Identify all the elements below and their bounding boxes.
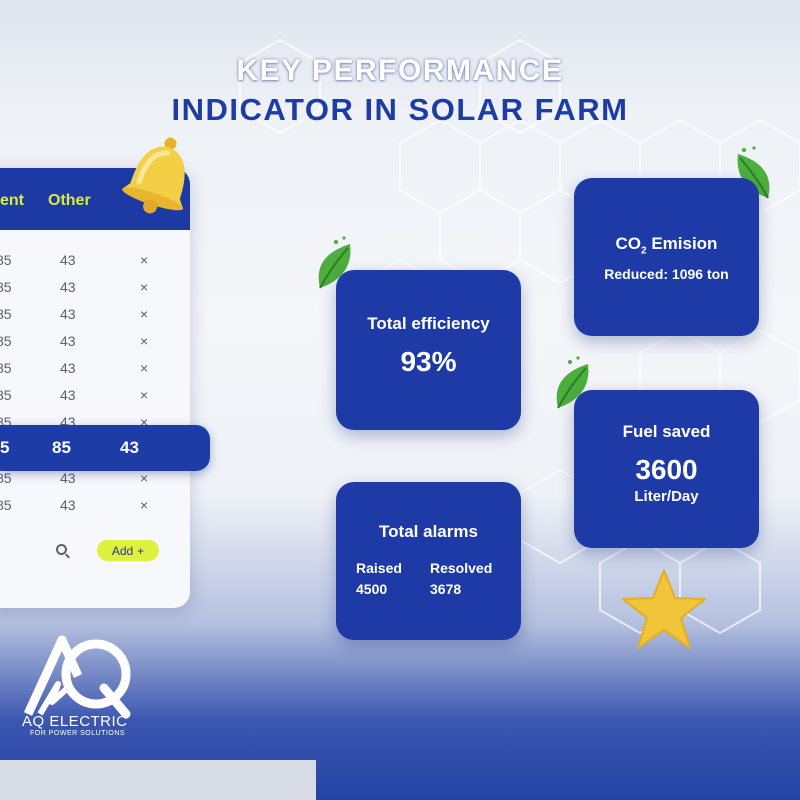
- add-button-label: Add: [111, 543, 134, 558]
- alarms-raised: Raised 4500: [356, 558, 402, 600]
- table-cell: 43: [60, 306, 76, 322]
- delete-icon[interactable]: ×: [140, 414, 149, 430]
- delete-icon[interactable]: ×: [140, 497, 149, 513]
- table-cell: 85: [0, 387, 12, 403]
- raised-value: 4500: [356, 581, 388, 597]
- co2-reduced-value: Reduced: 1096 ton: [604, 266, 729, 283]
- table-cell: 43: [60, 470, 76, 486]
- add-button[interactable]: Add +: [97, 540, 159, 561]
- fuel-saved-unit: Liter/Day: [634, 488, 699, 505]
- table-cell: 43: [60, 279, 76, 295]
- delete-icon[interactable]: ×: [140, 252, 149, 268]
- data-table-panel: ent Other 85 43 × 85 43 × 85 43 × 85 43 …: [0, 168, 190, 608]
- delete-icon[interactable]: ×: [140, 306, 149, 322]
- table-cell: 43: [60, 497, 76, 513]
- co2-title-prefix: CO: [615, 234, 642, 253]
- raised-label: Raised: [356, 560, 402, 576]
- table-row: 85 43 ×: [0, 329, 190, 355]
- column-header: Other: [48, 192, 91, 209]
- delete-icon[interactable]: ×: [140, 360, 149, 376]
- table-row: 85 43 ×: [0, 356, 190, 382]
- title-line-2: INDICATOR IN SOLAR FARM: [171, 92, 629, 127]
- bell-icon: [122, 137, 185, 214]
- aq-electric-logo: [23, 635, 131, 719]
- delete-icon[interactable]: ×: [140, 333, 149, 349]
- efficiency-value: 93%: [400, 346, 457, 377]
- card-title: Total alarms: [379, 522, 478, 541]
- card-title: Fuel saved: [622, 422, 711, 441]
- table-cell: 85: [0, 360, 12, 376]
- table-cell: 85: [0, 279, 12, 295]
- table-cell: 43: [60, 333, 76, 349]
- co2-emission-card: CO2 Emision Reduced: 1096 ton: [574, 178, 759, 336]
- table-cell: 5: [0, 438, 10, 457]
- logo-name: AQ ELECTRIC: [22, 713, 128, 730]
- fuel-saved-card: Fuel saved 3600 Liter/Day: [574, 390, 759, 548]
- highlighted-table-row: 5 85 43: [0, 425, 210, 471]
- table-cell: 85: [0, 414, 12, 430]
- card-title: CO2 Emision: [574, 234, 759, 256]
- table-row: 85 43 ×: [0, 248, 190, 274]
- plus-icon: +: [137, 543, 145, 558]
- delete-icon[interactable]: ×: [140, 470, 149, 486]
- table-row: 85 43 ×: [0, 466, 190, 492]
- delete-icon[interactable]: ×: [140, 387, 149, 403]
- title-line-1: KEY PERFORMANCE: [236, 54, 564, 87]
- table-row: 85 43 ×: [0, 493, 190, 519]
- co2-title-suffix: Emision: [646, 234, 718, 253]
- search-icon[interactable]: [56, 544, 67, 555]
- leaf-icon: [737, 146, 770, 199]
- leaf-icon: [318, 236, 351, 289]
- table-cell: 43: [60, 252, 76, 268]
- table-row: 85 43 ×: [0, 302, 190, 328]
- table-cell: 85: [0, 497, 12, 513]
- table-cell: 85: [0, 333, 12, 349]
- table-row: 85 43 ×: [0, 383, 190, 409]
- resolved-label: Resolved: [430, 560, 493, 576]
- fuel-saved-value: 3600: [635, 454, 698, 485]
- table-cell: 43: [120, 438, 139, 457]
- table-row: 85 43 ×: [0, 275, 190, 301]
- star-icon: [622, 569, 706, 649]
- table-cell: 85: [0, 306, 12, 322]
- column-header: ent: [0, 192, 24, 209]
- leaf-icon: [556, 356, 589, 409]
- alarms-resolved: Resolved 3678: [430, 558, 492, 600]
- bottom-strip: [0, 760, 316, 800]
- efficiency-card: Total efficiency 93%: [336, 270, 521, 430]
- table-cell: 43: [60, 360, 76, 376]
- delete-icon[interactable]: ×: [140, 279, 149, 295]
- table-cell: 85: [0, 252, 12, 268]
- page-title: KEY PERFORMANCE INDICATOR IN SOLAR FARM: [0, 54, 800, 128]
- logo-tagline: FOR POWER SOLUTIONS: [30, 730, 126, 737]
- co2-title-subscript: 2: [641, 245, 647, 257]
- table-cell: 85: [52, 438, 71, 457]
- card-title: Total efficiency: [367, 314, 490, 333]
- table-cell: 85: [0, 470, 12, 486]
- alarms-card: Total alarms Raised 4500 Resolved 3678: [336, 482, 521, 640]
- resolved-value: 3678: [430, 581, 462, 597]
- table-cell: 43: [60, 387, 76, 403]
